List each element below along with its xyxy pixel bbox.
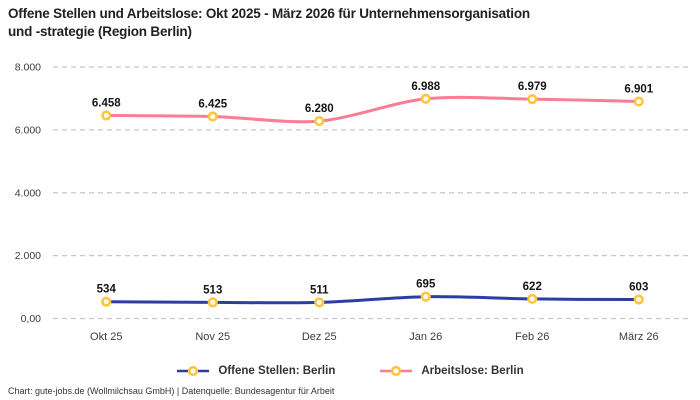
y-tick-label: 0,00 — [21, 313, 42, 325]
chart-title-line-1: Offene Stellen und Arbeitslose: Okt 2025… — [8, 6, 530, 21]
chart-title-line-2: und -strategie (Region Berlin) — [8, 23, 192, 39]
data-point-label: 6.280 — [305, 103, 334, 115]
data-point-marker-offene-stellen-berlin[interactable] — [633, 294, 644, 305]
data-point-marker-offene-stellen-berlin[interactable] — [314, 297, 325, 308]
data-point-marker-offene-stellen-berlin[interactable] — [101, 296, 112, 307]
y-tick-label: 6.000 — [15, 124, 41, 136]
y-tick-label: 8.000 — [15, 62, 41, 74]
legend-line-marker-icon — [177, 365, 210, 377]
chart-legend: Offene Stellen: Berlin Arbeitslose: Berl… — [0, 359, 700, 383]
x-tick-label: Nov 25 — [195, 331, 230, 343]
x-tick-label: Jan 26 — [409, 331, 442, 343]
data-point-label: 6.901 — [624, 84, 653, 96]
data-point-marker-arbeitslose-berlin[interactable] — [420, 93, 431, 104]
x-tick-label: Feb 26 — [515, 331, 549, 343]
data-point-marker-offene-stellen-berlin[interactable] — [420, 291, 431, 302]
data-point-marker-arbeitslose-berlin[interactable] — [314, 115, 325, 127]
legend-label-offene-stellen: Offene Stellen: Berlin — [218, 365, 336, 377]
data-point-label: 603 — [629, 282, 648, 294]
data-point-label: 6.988 — [411, 81, 440, 93]
data-point-label: 534 — [97, 284, 117, 296]
data-point-marker-arbeitslose-berlin[interactable] — [633, 96, 644, 107]
data-point-label: 6.979 — [518, 81, 547, 93]
data-point-marker-arbeitslose-berlin[interactable] — [207, 111, 218, 122]
data-point-marker-offene-stellen-berlin[interactable] — [207, 297, 218, 308]
data-point-label: 622 — [523, 281, 542, 293]
chart-attribution: Chart: gute-jobs.de (Wollmilchsau GmbH) … — [8, 386, 335, 396]
legend-line-marker-icon — [380, 365, 413, 377]
chart-title: Offene Stellen und Arbeitslose: Okt 2025… — [8, 5, 648, 40]
x-tick-label: Okt 25 — [90, 331, 122, 343]
y-tick-label: 4.000 — [15, 187, 41, 199]
legend-label-arbeitslose: Arbeitslose: Berlin — [421, 365, 524, 377]
data-point-marker-offene-stellen-berlin[interactable] — [527, 293, 538, 305]
data-point-label: 6.425 — [198, 99, 227, 111]
legend-item-arbeitslose[interactable]: Arbeitslose: Berlin — [379, 365, 524, 377]
data-point-marker-arbeitslose-berlin[interactable] — [527, 93, 538, 105]
x-tick-label: Dez 25 — [302, 331, 337, 343]
series-line-arbeitslose-berlin — [104, 95, 641, 124]
y-tick-label: 2.000 — [15, 250, 41, 262]
x-tick-label: März 26 — [619, 331, 659, 343]
legend-item-offene-stellen[interactable]: Offene Stellen: Berlin — [176, 365, 335, 377]
data-point-label: 695 — [416, 279, 436, 291]
data-point-label: 511 — [310, 284, 329, 296]
data-point-label: 513 — [203, 284, 222, 296]
series-line-offene-stellen-berlin — [104, 295, 641, 305]
data-point-label: 6.458 — [92, 97, 121, 109]
data-point-marker-arbeitslose-berlin[interactable] — [101, 110, 112, 121]
